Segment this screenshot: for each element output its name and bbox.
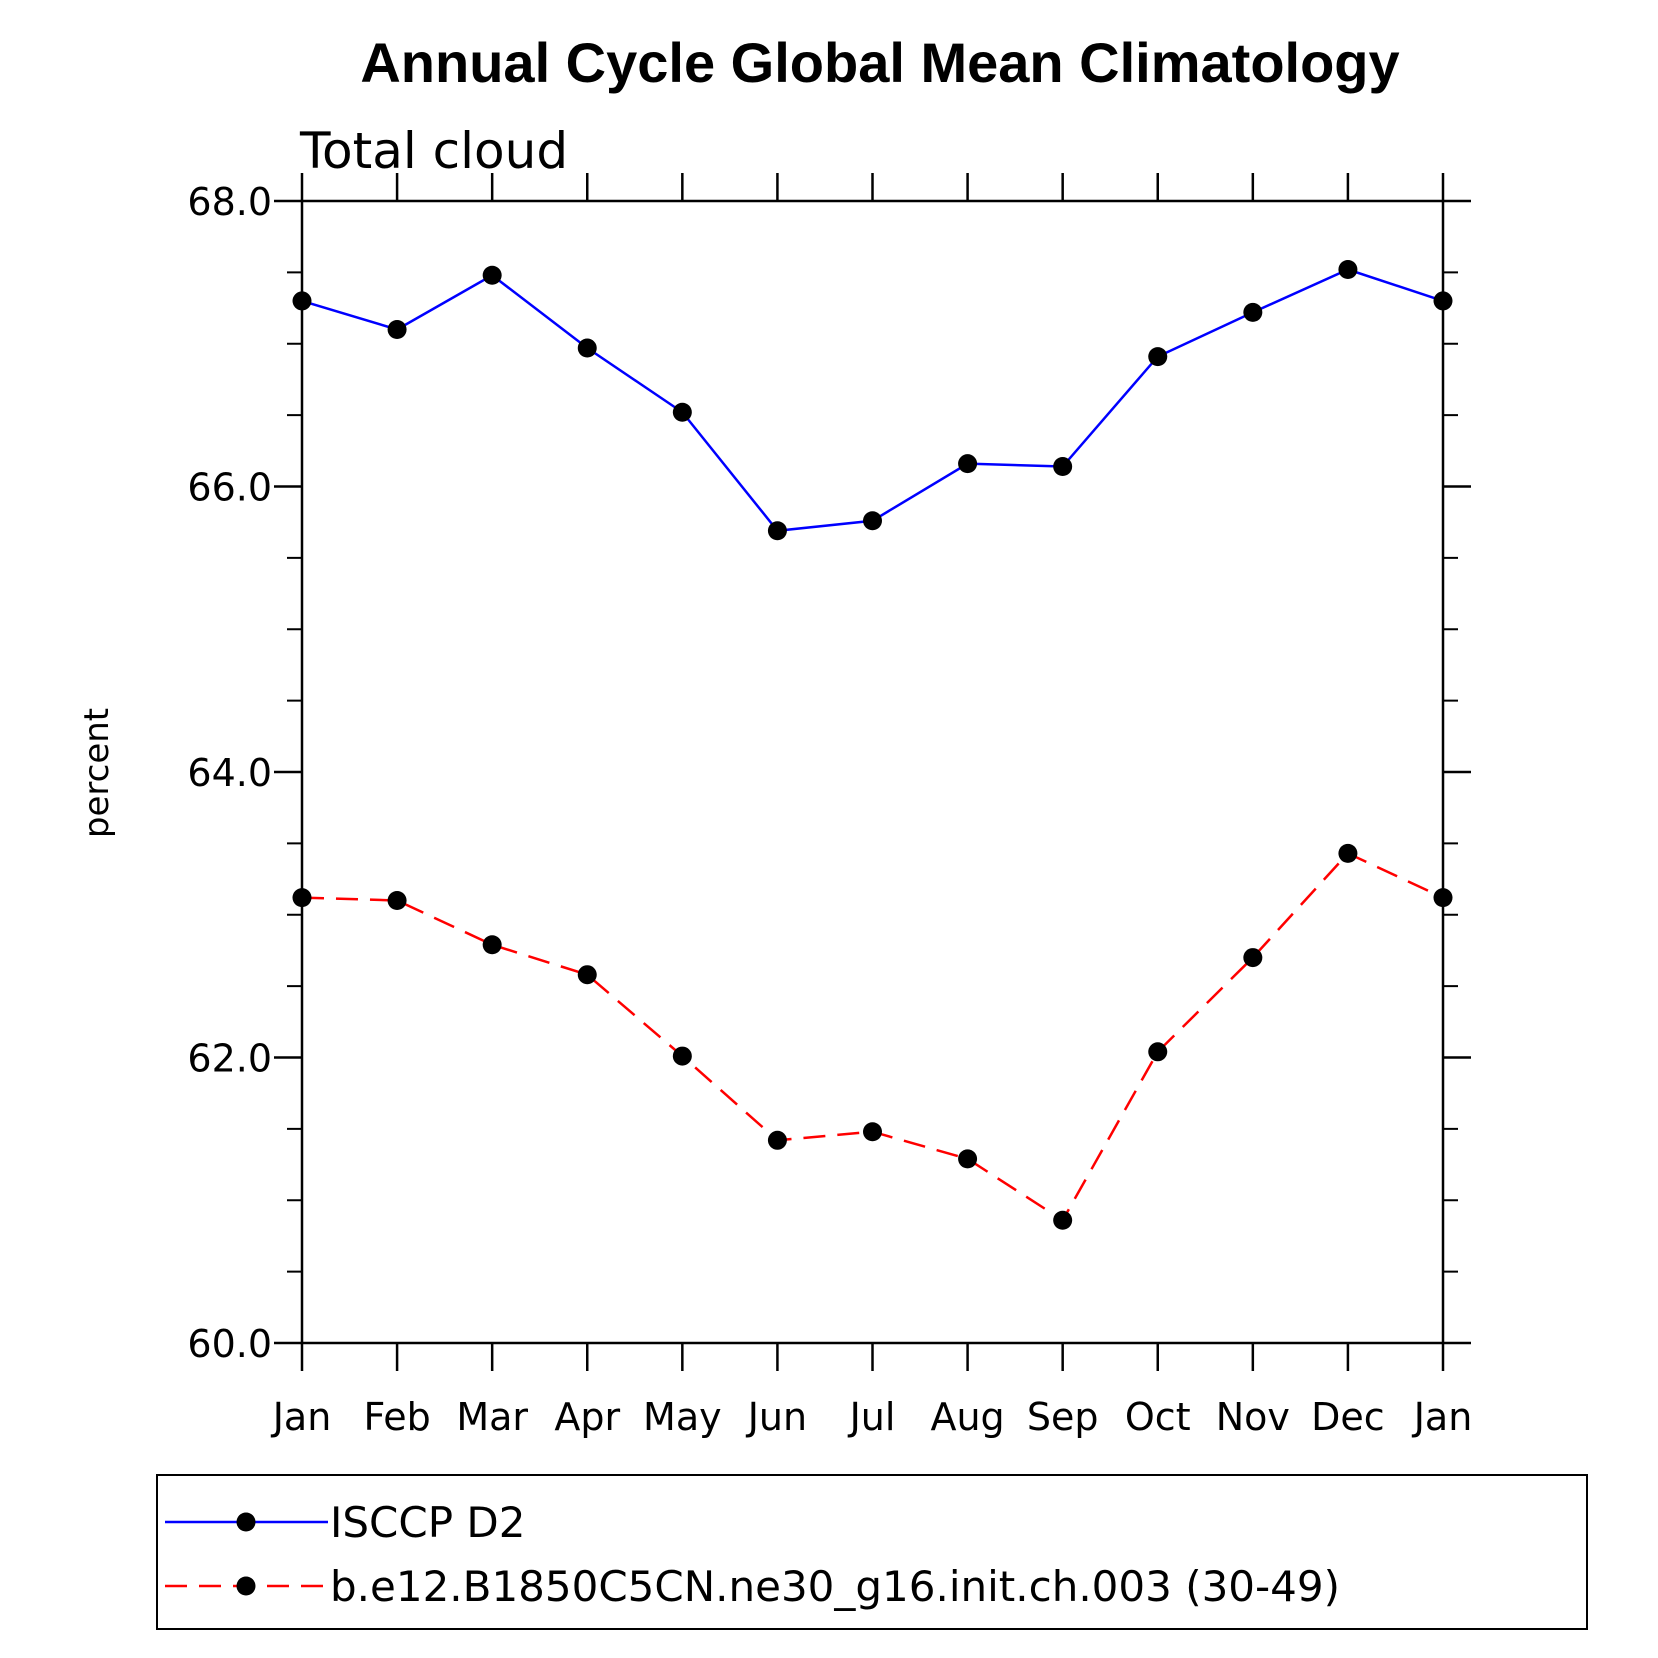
data-point (1148, 347, 1168, 367)
data-point (1338, 260, 1358, 280)
x-tick-label: Jul (848, 1395, 896, 1439)
y-tick-label: 62.0 (187, 1037, 272, 1081)
x-tick-label: Nov (1216, 1395, 1290, 1439)
legend: ISCCP D2 b.e12.B1850C5CN.ne30_g16.init.ch… (165, 1498, 1340, 1611)
legend-entry-1: ISCCP D2 (165, 1498, 525, 1547)
x-tick-label: Sep (1027, 1395, 1099, 1439)
series-layer (292, 260, 1453, 1230)
y-axis-label: percent (77, 708, 117, 838)
data-point (863, 1122, 882, 1142)
data-point (1243, 302, 1263, 322)
legend-marker (236, 1576, 256, 1596)
data-point (1053, 457, 1073, 477)
x-tick-label: May (643, 1395, 722, 1439)
legend-entry-2: b.e12.B1850C5CN.ne30_g16.init.ch.003 (30… (165, 1562, 1340, 1611)
x-tick-label: Aug (930, 1395, 1004, 1439)
data-point (767, 521, 787, 541)
legend-marker (236, 1512, 256, 1532)
series-2 (292, 843, 1453, 1230)
data-point (1433, 888, 1453, 908)
y-tick-label: 68.0 (187, 180, 272, 224)
x-tick-label: Jan (271, 1395, 332, 1439)
axes: Jan Feb Mar Apr May Jun Jul Aug Sep Oct Nov Dec Jan 6… (187, 173, 1472, 1439)
data-point (577, 338, 597, 358)
y-tick-label: 64.0 (187, 751, 272, 795)
data-point (672, 1046, 692, 1066)
data-point (1148, 1042, 1168, 1062)
data-point (577, 965, 597, 985)
data-point (292, 888, 312, 908)
x-tick-label: Mar (456, 1395, 528, 1439)
chart-subtitle: Total cloud (299, 122, 568, 180)
data-point (958, 1149, 978, 1169)
y-tick-label: 60.0 (187, 1322, 272, 1366)
series-1 (292, 260, 1453, 541)
legend-box (156, 1474, 1588, 1630)
data-point (387, 319, 407, 339)
data-point (1053, 1210, 1073, 1230)
data-point (672, 402, 692, 422)
chart-title: Annual Cycle Global Mean Climatology (360, 31, 1399, 94)
data-point (482, 935, 502, 955)
data-point (482, 265, 502, 285)
x-tick-label: Apr (554, 1395, 620, 1439)
x-tick-label: Dec (1311, 1395, 1385, 1439)
data-point (1338, 843, 1358, 863)
legend-label: ISCCP D2 (330, 1498, 525, 1547)
series-line (301, 268, 1444, 533)
data-point (387, 890, 407, 910)
data-point (767, 1130, 787, 1150)
data-point (1433, 291, 1453, 311)
legend-label: b.e12.B1850C5CN.ne30_g16.init.ch.003 (30… (330, 1562, 1340, 1611)
data-point (863, 511, 882, 531)
data-point (958, 454, 978, 474)
data-point (1243, 948, 1263, 968)
x-tick-label: Jun (746, 1395, 807, 1439)
series-line (301, 851, 1444, 1223)
plot-frame (300, 199, 1445, 1345)
x-tick-label: Jan (1412, 1395, 1473, 1439)
x-tick-label: Oct (1125, 1395, 1191, 1439)
x-tick-label: Feb (363, 1395, 430, 1439)
data-point (292, 291, 312, 311)
y-tick-label: 66.0 (187, 466, 272, 510)
